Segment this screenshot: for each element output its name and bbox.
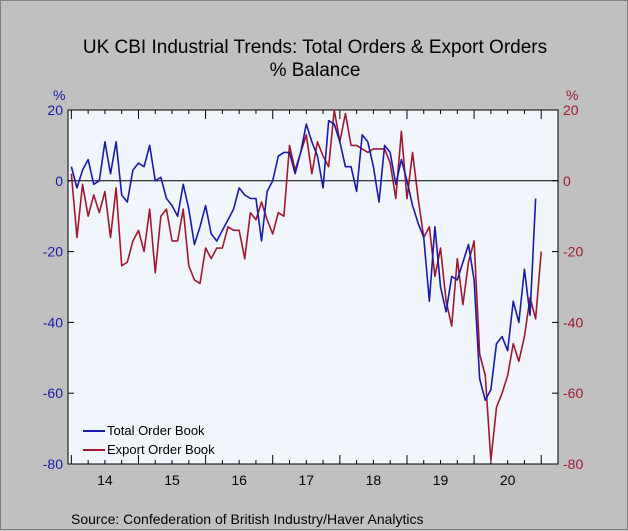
- y-tick-label-left: -80: [43, 456, 63, 472]
- left-axis-unit: %: [53, 87, 65, 103]
- x-tick-label: 15: [164, 472, 180, 488]
- y-tick-label-left: -40: [43, 314, 63, 330]
- chart-subtitle: % Balance: [270, 60, 361, 81]
- legend-label-export: Export Order Book: [107, 442, 215, 457]
- x-tick-label: 16: [231, 472, 247, 488]
- y-tick-label-left: 20: [47, 102, 63, 118]
- legend-label-total: Total Order Book: [107, 423, 205, 438]
- series-line-export-order-book: [70, 109, 543, 462]
- axis-ticks: 20 20 0 0 -20 -20 -40 -40 -60 -60 -80 -80 14 15 16 17 18…: [43, 102, 584, 488]
- y-tick-label-right: 0: [563, 173, 571, 189]
- y-tick-label-left: -60: [43, 385, 63, 401]
- series-layer: [70, 109, 543, 462]
- x-tick-label: 14: [97, 472, 113, 488]
- y-tick-label-right: 20: [563, 102, 579, 118]
- x-tick-label: 18: [366, 472, 382, 488]
- right-axis-unit: %: [566, 87, 578, 103]
- y-tick-label-left: 0: [55, 173, 63, 189]
- x-tick-label: 17: [298, 472, 314, 488]
- chart-title: UK CBI Industrial Trends: Total Orders &…: [83, 37, 547, 58]
- y-tick-label-right: -80: [563, 456, 583, 472]
- series-line-total-order-book: [70, 119, 537, 402]
- x-tick-label: 20: [500, 472, 516, 488]
- source-note: Source: Confederation of British Industr…: [71, 511, 424, 527]
- y-tick-label-right: -60: [563, 385, 583, 401]
- x-tick-label: 19: [433, 472, 449, 488]
- y-tick-label-left: -20: [43, 244, 63, 260]
- y-tick-label-right: -20: [563, 244, 583, 260]
- legend: Total Order Book Export Order Book: [83, 423, 215, 457]
- y-tick-label-right: -40: [563, 314, 583, 330]
